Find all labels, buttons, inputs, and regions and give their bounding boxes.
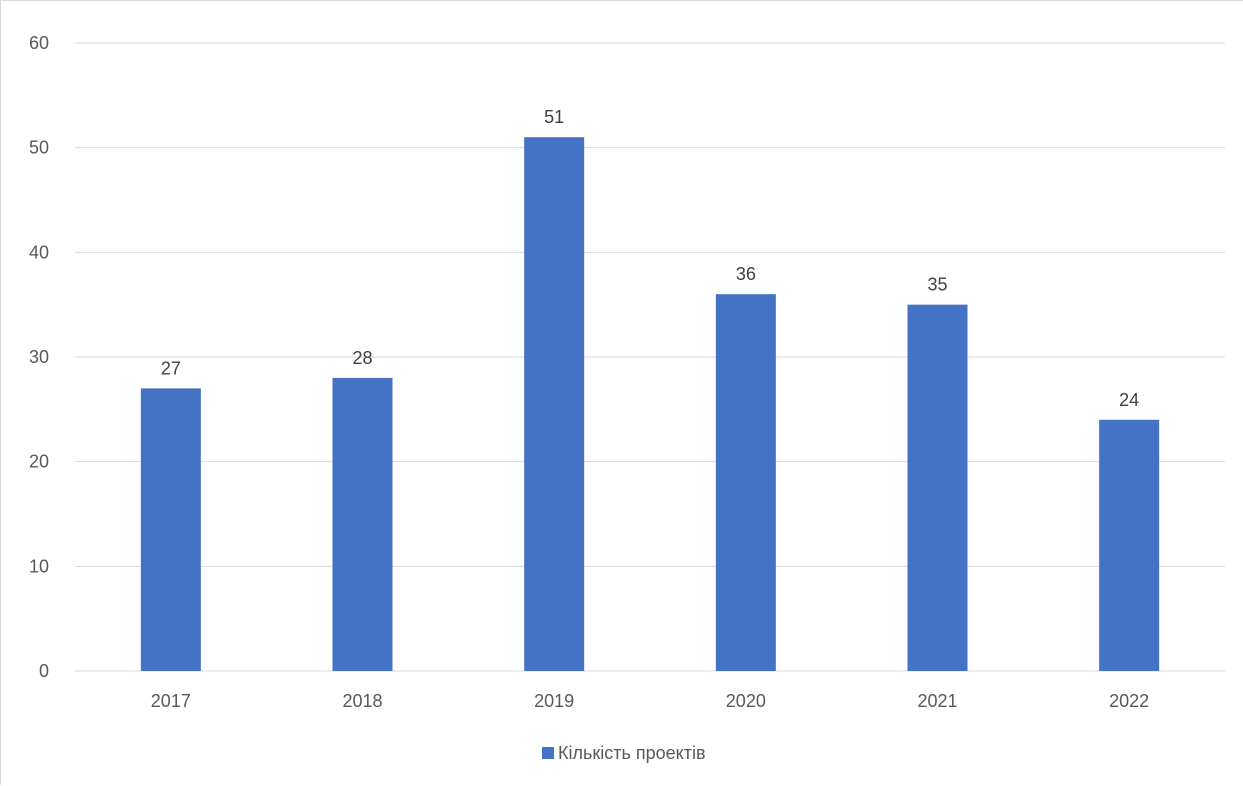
x-tick-label-2017: 2017 xyxy=(151,691,191,711)
y-tick-label: 0 xyxy=(39,661,49,681)
y-axis-tick-labels: 0 10 20 30 40 50 60 xyxy=(29,33,49,681)
x-tick-label-2022: 2022 xyxy=(1109,691,1149,711)
bar-2022 xyxy=(1099,419,1160,671)
x-tick-label-2019: 2019 xyxy=(534,691,574,711)
data-label-2018: 28 xyxy=(352,348,372,368)
y-tick-label: 20 xyxy=(29,452,49,472)
data-label-2021: 35 xyxy=(927,275,947,295)
x-tick-label-2018: 2018 xyxy=(342,691,382,711)
x-tick-label-2021: 2021 xyxy=(917,691,957,711)
y-tick-label: 50 xyxy=(29,138,49,158)
y-tick-label: 30 xyxy=(29,347,49,367)
bar-2018 xyxy=(332,377,393,671)
legend: Кількість проектів xyxy=(542,743,706,763)
data-label-2020: 36 xyxy=(736,264,756,284)
x-axis-tick-labels: 2017 2018 2019 2020 2021 2022 xyxy=(151,691,1149,711)
bar-2017 xyxy=(140,388,201,671)
y-tick-label: 60 xyxy=(29,33,49,53)
data-label-2022: 24 xyxy=(1119,390,1139,410)
bar-2019 xyxy=(524,137,585,671)
bar-2021 xyxy=(907,304,968,671)
bar-2020 xyxy=(715,294,776,671)
gridlines xyxy=(75,42,1225,672)
legend-label: Кількість проектів xyxy=(558,743,706,763)
y-tick-label: 10 xyxy=(29,556,49,576)
x-tick-label-2020: 2020 xyxy=(726,691,766,711)
y-tick-label: 40 xyxy=(29,242,49,262)
legend-swatch xyxy=(542,747,554,759)
data-label-2019: 51 xyxy=(544,107,564,127)
data-labels: 27 28 51 36 35 24 xyxy=(161,107,1139,410)
bars xyxy=(140,137,1160,671)
data-label-2017: 27 xyxy=(161,358,181,378)
